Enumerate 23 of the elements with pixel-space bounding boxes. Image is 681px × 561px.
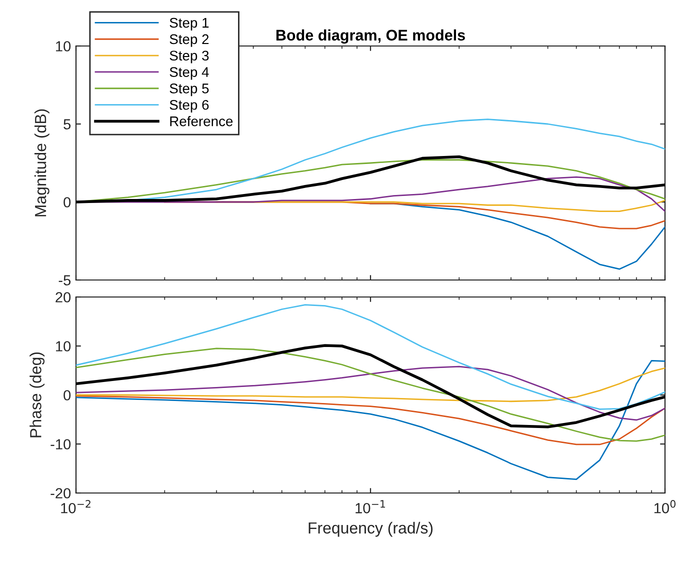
y-tick-label: 20 bbox=[56, 292, 71, 302]
x-tick-label: 10$^{−2}$ bbox=[61, 500, 90, 514]
x-tick-label: 10$^{0}$ bbox=[654, 500, 676, 514]
y-tick-label: -5 bbox=[58, 275, 71, 286]
legend-label: Step 5 bbox=[170, 84, 209, 96]
x-tick-label: 10$^{−1}$ bbox=[356, 500, 385, 514]
chart-title: Bode diagram, OE models bbox=[276, 29, 465, 44]
legend-label: Step 1 bbox=[170, 18, 209, 30]
y-tick-label: -20 bbox=[50, 488, 71, 498]
legend-label: Step 2 bbox=[170, 34, 209, 47]
y-axis-title: Phase (deg) bbox=[30, 352, 45, 438]
y-tick-label: 10 bbox=[56, 41, 71, 52]
legend-label: Step 6 bbox=[170, 100, 209, 113]
y-tick-label: -10 bbox=[50, 439, 71, 450]
x-axis-title: Frequency (rad/s) bbox=[308, 522, 433, 537]
legend-label: Step 3 bbox=[170, 50, 209, 64]
y-tick-label: 0 bbox=[64, 197, 71, 208]
y-tick-label: 10 bbox=[56, 341, 71, 352]
y-tick-label: 5 bbox=[64, 119, 71, 130]
legend-label: Step 4 bbox=[170, 67, 209, 80]
y-axis-title: Magnitude (dB) bbox=[34, 109, 50, 216]
legend-label: Reference bbox=[170, 116, 233, 126]
y-tick-label: 0 bbox=[64, 390, 71, 400]
